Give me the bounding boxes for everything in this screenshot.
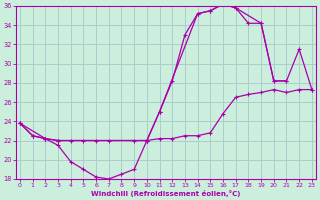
X-axis label: Windchill (Refroidissement éolien,°C): Windchill (Refroidissement éolien,°C) bbox=[91, 190, 241, 197]
